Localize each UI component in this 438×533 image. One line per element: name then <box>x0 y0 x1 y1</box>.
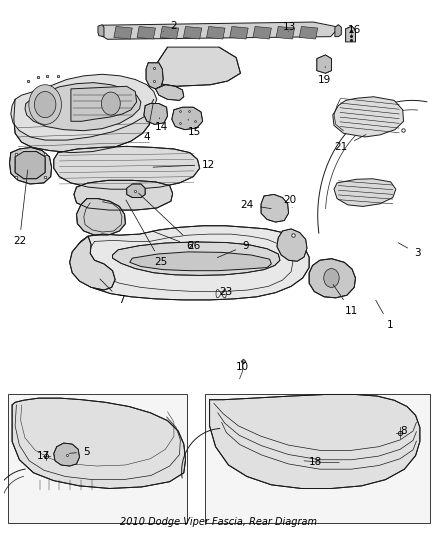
Polygon shape <box>230 27 248 39</box>
Polygon shape <box>334 179 396 206</box>
Text: 2: 2 <box>163 21 177 31</box>
Polygon shape <box>10 148 52 184</box>
Circle shape <box>35 92 56 118</box>
Polygon shape <box>71 86 137 122</box>
Polygon shape <box>207 27 225 39</box>
Text: 18: 18 <box>309 457 322 467</box>
Polygon shape <box>25 83 141 131</box>
Polygon shape <box>253 27 272 39</box>
Polygon shape <box>317 55 332 73</box>
Polygon shape <box>130 252 272 271</box>
Polygon shape <box>11 74 157 140</box>
Polygon shape <box>72 226 309 300</box>
Text: 7: 7 <box>100 279 124 305</box>
Text: 12: 12 <box>153 160 215 169</box>
Polygon shape <box>276 27 294 39</box>
Text: 10: 10 <box>236 360 249 372</box>
Text: 26: 26 <box>138 193 201 251</box>
Polygon shape <box>160 27 179 39</box>
Text: 5: 5 <box>69 447 90 457</box>
Text: 23: 23 <box>219 287 232 296</box>
Text: 4: 4 <box>144 103 153 142</box>
Circle shape <box>324 269 339 287</box>
Polygon shape <box>54 443 79 466</box>
Polygon shape <box>70 236 115 290</box>
Text: 17: 17 <box>37 450 50 461</box>
Text: 24: 24 <box>240 200 271 210</box>
Polygon shape <box>209 394 420 488</box>
Text: 9: 9 <box>217 240 249 257</box>
Polygon shape <box>346 26 356 42</box>
Polygon shape <box>146 63 163 89</box>
Text: 25: 25 <box>126 200 168 268</box>
Text: 20: 20 <box>283 195 297 207</box>
Polygon shape <box>309 259 356 298</box>
Text: 8: 8 <box>400 426 407 436</box>
Text: 14: 14 <box>155 118 168 132</box>
Polygon shape <box>114 27 132 39</box>
Text: 13: 13 <box>283 22 297 33</box>
Polygon shape <box>113 242 280 276</box>
Circle shape <box>29 85 61 124</box>
Polygon shape <box>205 394 430 523</box>
Polygon shape <box>8 394 187 523</box>
Polygon shape <box>14 99 154 152</box>
Text: 19: 19 <box>318 67 331 85</box>
Polygon shape <box>77 199 125 235</box>
Polygon shape <box>137 27 155 39</box>
Polygon shape <box>127 184 145 198</box>
Polygon shape <box>12 398 186 488</box>
Polygon shape <box>99 22 339 39</box>
Polygon shape <box>261 195 289 222</box>
Text: 2010 Dodge Viper Fascia, Rear Diagram: 2010 Dodge Viper Fascia, Rear Diagram <box>120 516 318 527</box>
Polygon shape <box>299 27 318 39</box>
Polygon shape <box>172 107 203 130</box>
Text: 1: 1 <box>376 300 393 330</box>
Polygon shape <box>335 25 341 37</box>
Polygon shape <box>333 97 403 137</box>
Polygon shape <box>54 147 200 189</box>
Polygon shape <box>184 27 202 39</box>
Polygon shape <box>74 180 173 210</box>
Polygon shape <box>98 25 104 37</box>
Polygon shape <box>144 103 167 124</box>
Text: 11: 11 <box>333 285 358 316</box>
Polygon shape <box>277 229 307 261</box>
Text: 22: 22 <box>13 170 28 246</box>
Text: 3: 3 <box>398 243 420 259</box>
Text: 15: 15 <box>187 119 201 137</box>
Text: 16: 16 <box>348 26 361 35</box>
Circle shape <box>101 92 120 115</box>
Polygon shape <box>155 85 184 100</box>
Polygon shape <box>15 151 45 179</box>
Text: 6: 6 <box>152 231 193 251</box>
Polygon shape <box>150 47 240 86</box>
Text: 21: 21 <box>335 135 366 152</box>
